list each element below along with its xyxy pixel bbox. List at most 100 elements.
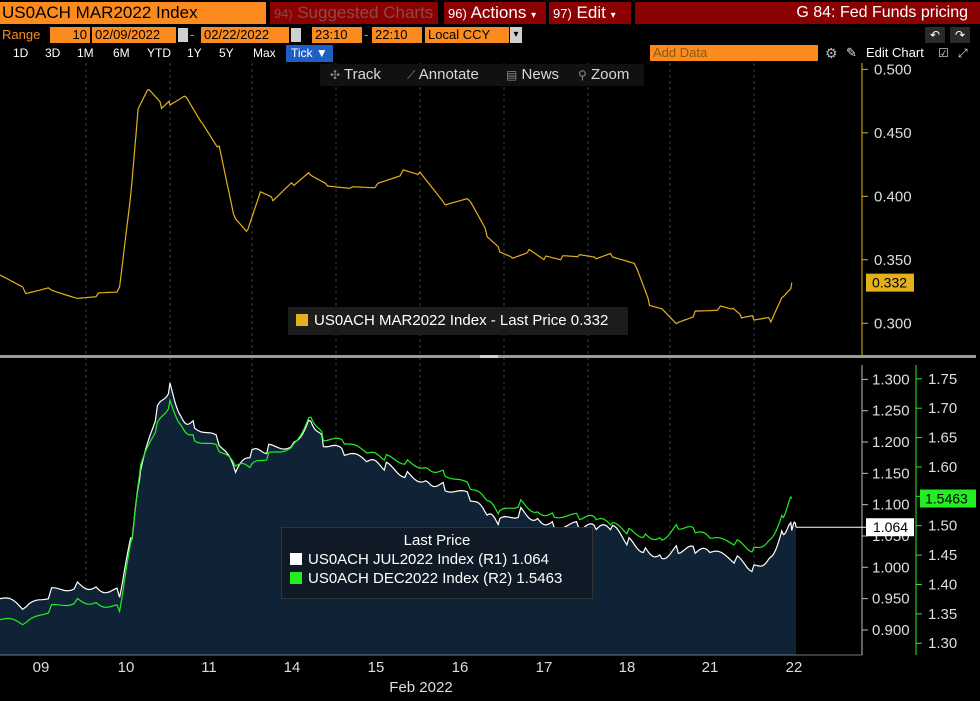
right-y-tick-label: 1.75 xyxy=(928,371,957,388)
jul-legend-label: US0ACH JUL2022 Index (R1) 1.064 xyxy=(308,551,549,568)
news-icon: ▤ xyxy=(506,68,518,82)
end-time-field[interactable]: 22:10 xyxy=(372,27,422,43)
x-tick-label: 10 xyxy=(118,659,135,676)
right-y-tick-label: 1.50 xyxy=(928,518,957,535)
period-button-1d[interactable]: 1D xyxy=(13,46,29,60)
left-y-tick-label: 1.250 xyxy=(872,403,910,420)
dec-last-value-box xyxy=(920,489,976,508)
period-button-1y[interactable]: 1Y xyxy=(187,46,202,60)
redo-icon[interactable]: ↷ xyxy=(950,27,970,43)
top-y-tick-label: 0.350 xyxy=(874,252,912,269)
news-label: News xyxy=(521,66,560,83)
suggested-charts-paren: ) xyxy=(288,7,293,21)
track-tool[interactable]: ✣ Track xyxy=(330,64,381,86)
annotate-icon: ⟋ xyxy=(407,68,416,82)
x-tick-label: 17 xyxy=(536,659,553,676)
top-y-tick-label: 0.500 xyxy=(874,61,912,78)
suggested-charts-label: Suggested Charts xyxy=(297,3,434,22)
mar-last-value-label: 0.332 xyxy=(872,275,907,291)
chart-toolbar xyxy=(320,64,644,86)
dec-series-line xyxy=(0,398,793,626)
range-label: Range xyxy=(2,27,41,42)
left-y-tick-label: 0.900 xyxy=(872,622,910,639)
undo-icon[interactable]: ↶ xyxy=(925,27,945,43)
legend-entry-dec: US0ACH DEC2022 Index (R2) 1.5463 xyxy=(282,569,592,588)
x-tick-label: 18 xyxy=(619,659,636,676)
left-y-tick-label: 1.000 xyxy=(872,559,910,576)
dec-legend-label: US0ACH DEC2022 Index (R2) 1.5463 xyxy=(308,570,563,587)
range-count-field[interactable]: 10 xyxy=(50,27,90,43)
period-button-ytd[interactable]: YTD xyxy=(147,46,171,60)
currency-select[interactable]: Local CCY xyxy=(425,27,509,43)
left-y-tick-label: 1.200 xyxy=(872,434,910,451)
period-button-max[interactable]: Max xyxy=(253,46,276,60)
actions-button[interactable]: 96) Actions ▾ xyxy=(444,2,546,24)
jul-series-area xyxy=(0,382,796,655)
time-separator: - xyxy=(364,27,369,42)
pencil-icon[interactable]: ✎ xyxy=(846,45,857,60)
x-tick-label: 16 xyxy=(452,659,469,676)
axes: 0.500 0.450 0.400 0.350 0.300 0.332 1.300 1.250… xyxy=(0,61,976,696)
jul-series-line xyxy=(0,382,797,611)
edit-button[interactable]: 97) Edit ▾ xyxy=(549,2,631,24)
right-y-tick-label: 1.30 xyxy=(928,635,957,652)
top-panel xyxy=(0,88,793,325)
period-button-tick[interactable]: Tick ▼ xyxy=(286,45,333,62)
annotate-tool[interactable]: ⟋ Annotate xyxy=(407,64,479,86)
x-tick-label: 21 xyxy=(702,659,719,676)
edit-dropdown-icon: ▾ xyxy=(610,10,616,21)
mar-last-value-box xyxy=(866,273,914,292)
panel-divider-handle xyxy=(480,355,498,358)
zoom-icon: ⚲ xyxy=(578,68,587,82)
news-tool[interactable]: ▤ News xyxy=(506,64,559,86)
period-button-3d[interactable]: 3D xyxy=(45,46,61,60)
edit-chart-button[interactable]: Edit Chart xyxy=(866,45,924,60)
left-y-tick-label: 1.150 xyxy=(872,465,910,482)
top-y-tick-label: 0.300 xyxy=(874,315,912,332)
actions-dropdown-icon: ▾ xyxy=(531,10,537,21)
right-y-tick-label: 1.65 xyxy=(928,430,957,447)
x-tick-label: 15 xyxy=(368,659,385,676)
period-button-1m[interactable]: 1M xyxy=(77,46,94,60)
bottom-legend[interactable]: Last Price US0ACH JUL2022 Index (R1) 1.0… xyxy=(281,527,593,599)
left-y-tick-label: 1.300 xyxy=(872,371,910,388)
start-calendar-icon[interactable] xyxy=(178,28,188,42)
right-y-tick-label: 1.40 xyxy=(928,576,957,593)
right-y-tick-label: 1.45 xyxy=(928,547,957,564)
end-calendar-icon[interactable] xyxy=(291,28,301,42)
expand-icon[interactable]: ⤢ xyxy=(958,46,968,60)
top-legend[interactable]: US0ACH MAR2022 Index - Last Price 0.332 xyxy=(288,307,628,335)
end-date-field[interactable]: 02/22/2022 xyxy=(201,27,289,43)
start-date-field[interactable]: 02/09/2022 xyxy=(92,27,176,43)
ticker-field[interactable]: US0ACH MAR2022 Index xyxy=(0,2,266,24)
left-y-tick-label: 0.950 xyxy=(872,591,910,608)
legend-entry-jul: US0ACH JUL2022 Index (R1) 1.064 xyxy=(282,550,592,569)
right-y-tick-label: 1.60 xyxy=(928,459,957,476)
date-separator: - xyxy=(190,27,195,42)
dec-last-value-label: 1.5463 xyxy=(925,491,968,507)
add-data-input[interactable]: Add Data xyxy=(650,45,818,61)
track-icon: ✣ xyxy=(330,68,341,82)
zoom-label: Zoom xyxy=(590,66,630,83)
suggested-charts-button[interactable]: 94) Suggested Charts xyxy=(270,2,438,24)
note-icon[interactable]: ☑ xyxy=(938,46,949,60)
jul-last-value-label: 1.064 xyxy=(873,519,908,535)
period-button-6m[interactable]: 6M xyxy=(113,46,130,60)
x-tick-label: 22 xyxy=(786,659,803,676)
x-tick-label: 14 xyxy=(284,659,301,676)
zoom-tool[interactable]: ⚲ Zoom xyxy=(578,64,629,86)
mar-legend-swatch xyxy=(296,314,308,326)
jul-last-value-box xyxy=(866,518,914,537)
dec-legend-swatch xyxy=(290,572,302,584)
jul-legend-swatch xyxy=(290,553,302,565)
edit-number: 97) xyxy=(553,6,572,21)
right-y-tick-label: 1.35 xyxy=(928,606,957,623)
currency-dropdown-icon[interactable]: ▾ xyxy=(510,27,522,43)
settings-icon[interactable]: ⚙ xyxy=(825,45,838,61)
period-button-5y[interactable]: 5Y xyxy=(219,46,234,60)
chart-title: G 84: Fed Funds pricing xyxy=(635,2,980,24)
suggested-charts-number: 94 xyxy=(274,6,289,21)
start-time-field[interactable]: 23:10 xyxy=(312,27,362,43)
actions-number: 96) xyxy=(448,6,467,21)
